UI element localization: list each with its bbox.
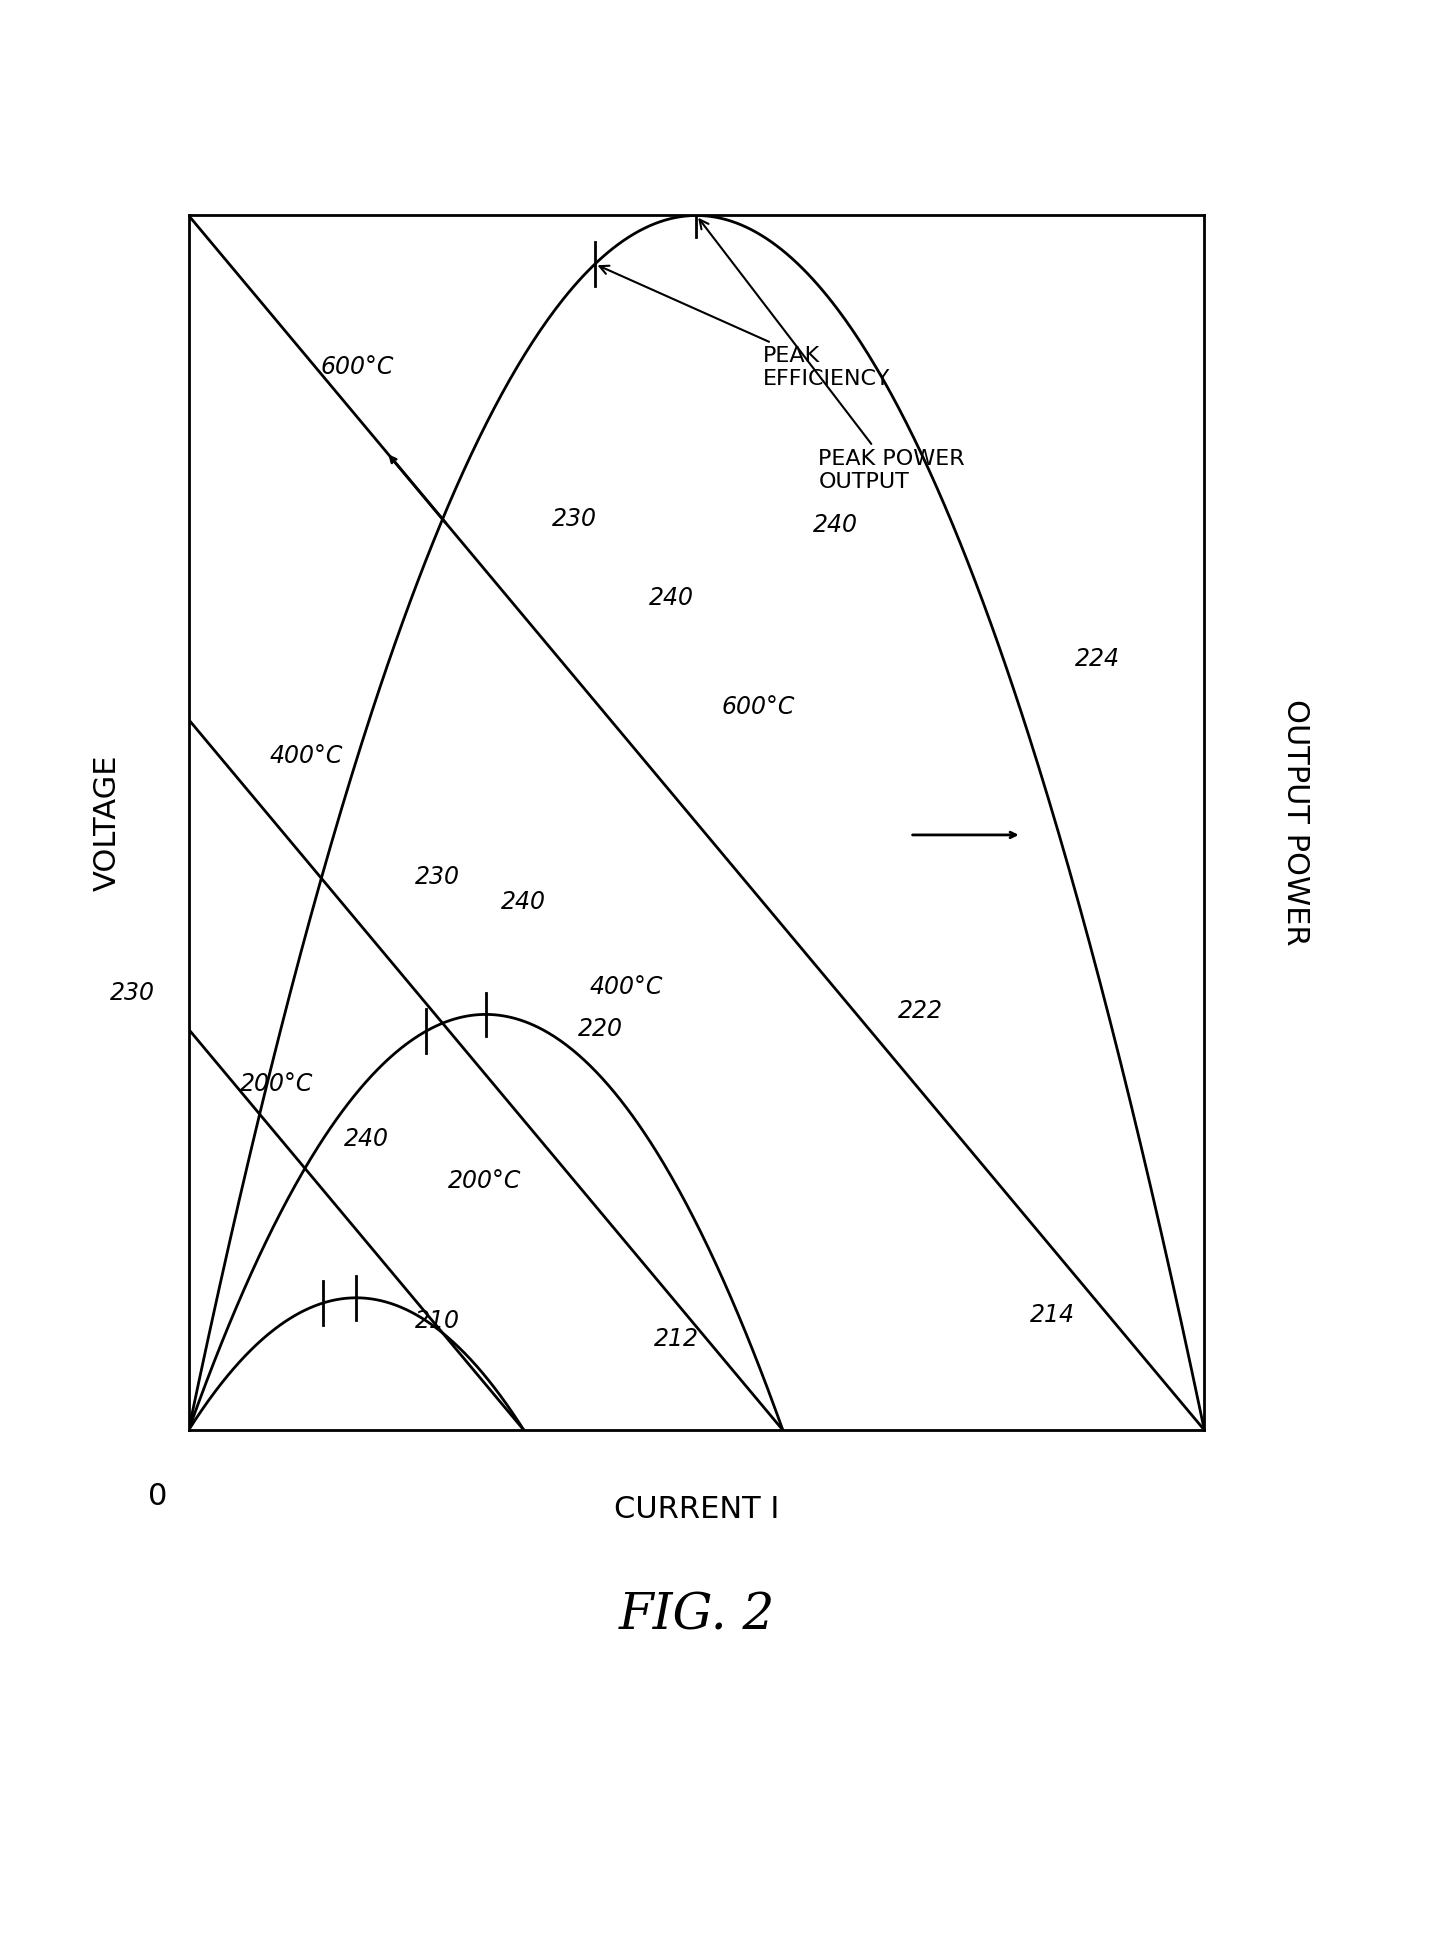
Text: 230: 230 xyxy=(551,507,598,531)
Text: PEAK
EFFICIENCY: PEAK EFFICIENCY xyxy=(599,266,889,390)
Text: 230: 230 xyxy=(110,981,155,1005)
Text: CURRENT I: CURRENT I xyxy=(614,1495,779,1524)
Text: 200°C: 200°C xyxy=(447,1170,521,1193)
Text: VOLTAGE: VOLTAGE xyxy=(93,754,122,891)
Text: FIG. 2: FIG. 2 xyxy=(618,1591,775,1642)
Text: 210: 210 xyxy=(415,1309,460,1332)
Text: 600°C: 600°C xyxy=(321,355,395,380)
Text: 214: 214 xyxy=(1029,1303,1075,1326)
Text: 230: 230 xyxy=(415,866,460,889)
Text: 240: 240 xyxy=(344,1126,389,1150)
Text: 200°C: 200°C xyxy=(239,1072,313,1095)
Text: 400°C: 400°C xyxy=(589,976,663,999)
Text: 240: 240 xyxy=(649,586,694,609)
Text: OUTPUT POWER: OUTPUT POWER xyxy=(1281,699,1310,946)
Text: 240: 240 xyxy=(813,513,859,537)
Text: 240: 240 xyxy=(501,889,547,913)
Text: 400°C: 400°C xyxy=(270,744,344,768)
Text: PEAK POWER
OUTPUT: PEAK POWER OUTPUT xyxy=(699,219,965,492)
Text: 222: 222 xyxy=(897,999,943,1023)
Text: 220: 220 xyxy=(577,1017,622,1042)
Text: 212: 212 xyxy=(653,1326,699,1352)
Text: 0: 0 xyxy=(148,1483,168,1512)
Text: 600°C: 600°C xyxy=(721,695,795,719)
Text: 224: 224 xyxy=(1075,646,1120,670)
